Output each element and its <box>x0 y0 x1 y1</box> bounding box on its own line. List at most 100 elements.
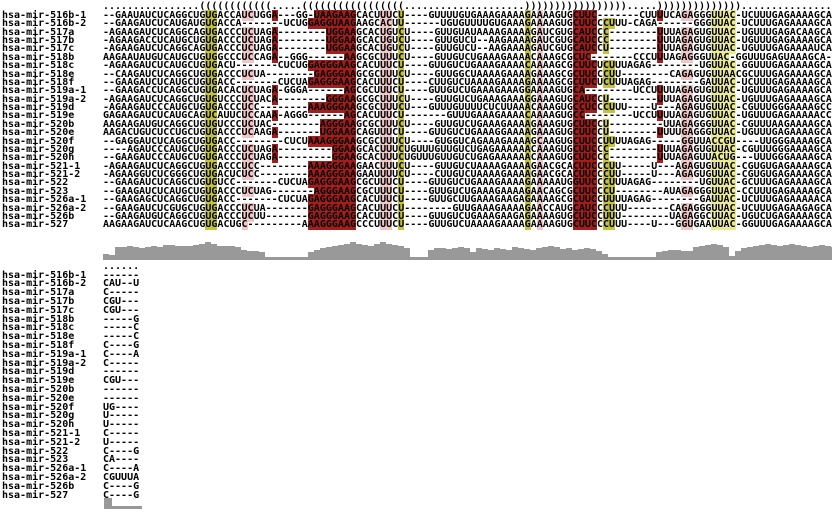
sequence-text[interactable]: CA---- <box>103 454 140 466</box>
sequence-text[interactable]: ------ <box>103 383 140 395</box>
sequence-label[interactable]: hsa-mir-519a-1 <box>2 85 87 97</box>
alignment-row[interactable]: hsa-mir-526b --GAAGAUGUCAGGCUGUGACCCUCUU-… <box>2 210 832 222</box>
alignment-row[interactable]: hsa-mir-526b C----G <box>2 480 139 492</box>
alignment-row[interactable]: hsa-mir-519e CGU--- <box>2 375 140 387</box>
sequence-label[interactable]: hsa-mir-516b-1 <box>2 10 87 21</box>
alignment-row[interactable]: hsa-mir-521-1 -AGAAGAUCUCAGGCUGUGACCCUCC-… <box>2 160 832 172</box>
sequence-text[interactable]: --GAAGAUCCCAUGCUGUGACCCUCUAGA---------GG… <box>103 152 832 164</box>
alignment-row[interactable]: hsa-mir-520e AAGACUGUCUCCUGCUGUGACCCUCAAG… <box>2 127 832 139</box>
alignment-row[interactable]: hsa-mir-523 --GAAGAUCUCAUGCUGUGACCCUCUAG-… <box>2 185 832 197</box>
sequence-text[interactable]: --GAAGACCUCAGGCUGUGACACUCUAGA-GGGA------… <box>103 85 832 97</box>
alignment-row[interactable]: hsa-mir-519a-1 --GAAGACCUCAGGCUGUGACACUCU… <box>2 85 832 97</box>
sequence-label[interactable]: hsa-mir-519a-1 <box>2 348 87 360</box>
sequence-text[interactable]: C----A <box>103 463 140 475</box>
alignment-row[interactable]: hsa-mir-521-2 -AGAAGGUCUCGGGCUGUGACUCUCC-… <box>2 169 832 181</box>
sequence-label[interactable]: hsa-mir-521-1 <box>2 160 81 172</box>
alignment-row[interactable]: hsa-mir-516b-2 CAU--U <box>2 278 140 290</box>
sequence-text[interactable]: AAGACUGUCUCCUGCUGUGACCCUCAAGA-------UGGA… <box>103 127 832 139</box>
alignment-row[interactable]: hsa-mir-517c CGU--- <box>2 304 139 316</box>
sequence-label[interactable]: hsa-mir-520b <box>2 118 75 130</box>
sequence-label[interactable]: hsa-mir-526a-2 <box>2 471 87 483</box>
alignment-row[interactable]: hsa-mir-518e --CAAGAUCUCAGGCUGUGACCCUCUA-… <box>2 68 832 80</box>
sequence-text[interactable]: C----- <box>103 357 140 369</box>
sequence-label[interactable]: hsa-mir-519d <box>2 366 75 378</box>
sequence-label[interactable]: hsa-mir-520e <box>2 127 75 139</box>
alignment-row[interactable]: hsa-mir-519d -AGAAGAUCCCAUGCUGUGACCCUCC--… <box>2 102 832 114</box>
sequence-label[interactable]: hsa-mir-518f <box>2 339 75 351</box>
alignment-row[interactable]: hsa-mir-519a-2 C----- <box>2 357 140 369</box>
alignment-row[interactable]: hsa-mir-520b ------ <box>2 383 140 395</box>
sequence-label[interactable]: hsa-mir-517c <box>2 304 75 316</box>
sequence-text[interactable]: C----- <box>103 427 140 439</box>
sequence-text[interactable]: AAGAAGAUGUCAGGCUGUGUCCCUCUAC--------AGGG… <box>103 118 832 130</box>
sequence-label[interactable]: hsa-mir-526b <box>2 480 75 492</box>
sequence-label[interactable]: hsa-mir-519d <box>2 102 75 114</box>
sequence-text[interactable]: -AGAAGAUCUCAUGCUGUGACU-------CUCUGGAGGGA… <box>103 60 832 72</box>
sequence-text[interactable]: --GAAGAUCUCAGGCUGUGUCC-------CUCUAGAGGGA… <box>103 177 832 189</box>
sequence-label[interactable]: hsa-mir-521-2 <box>2 436 81 448</box>
alignment-row[interactable]: hsa-mir-518f --GAAGAUCUCAUGCUGUGACC------… <box>2 76 832 88</box>
alignment-row[interactable]: hsa-mir-527 C----G <box>2 489 139 501</box>
alignment-row[interactable]: hsa-mir-520g U----- <box>2 410 140 422</box>
sequence-label[interactable]: hsa-mir-516b-2 <box>2 278 87 290</box>
sequence-text[interactable]: --GAAGAUCUCAUGCUGUGACC-------CUCUAGAGGGA… <box>103 76 832 88</box>
sequence-text[interactable]: CGU--- <box>103 375 140 387</box>
sequence-label[interactable]: hsa-mir-520e <box>2 392 75 404</box>
sequence-label[interactable]: hsa-mir-519e <box>2 375 75 387</box>
sequence-label[interactable]: hsa-mir-517c <box>2 43 75 55</box>
sequence-text[interactable]: -AGAAGAUCUCAGGCUGUGUCCCUCUACA--------GGG… <box>103 93 832 105</box>
alignment-row[interactable]: hsa-mir-518f C----G <box>2 339 139 351</box>
sequence-label[interactable]: hsa-mir-521-2 <box>2 169 81 181</box>
sequence-label[interactable]: hsa-mir-520b <box>2 383 75 395</box>
sequence-text[interactable]: ----AGAUCCCAUGCUGUGACCCUCUAGA---------GG… <box>103 143 832 155</box>
sequence-label[interactable]: hsa-mir-518c <box>2 60 75 72</box>
sequence-text[interactable]: C----- <box>103 287 140 299</box>
alignment-row[interactable]: hsa-mir-520b AAGAAGAUGUCAGGCUGUGUCCCUCUAC… <box>2 118 832 130</box>
alignment-row[interactable]: hsa-mir-520h U----- <box>2 419 140 431</box>
alignment-row[interactable]: hsa-mir-516b-2 --GAAGAUCUCAUGAUGUGACCA---… <box>2 18 832 30</box>
sequence-text[interactable]: --GAAGAUCUCAUGAUGUGACCA-------UCUGGAGGUA… <box>103 18 832 30</box>
sequence-text[interactable]: U----- <box>103 419 140 431</box>
sequence-text[interactable]: -----G <box>103 313 140 325</box>
sequence-text[interactable]: C----A <box>103 348 140 360</box>
alignment-row[interactable]: hsa-mir-527 AAGAAGAUCUCAAGCUGUGACUGC-----… <box>2 219 832 231</box>
alignment-row[interactable]: hsa-mir-518b AAGAAUAUGUCAUGCUGUGGCCCUCCAG… <box>2 51 832 63</box>
sequence-text[interactable]: U----- <box>103 436 140 448</box>
alignment-row[interactable]: hsa-mir-520e ------ <box>2 392 139 404</box>
sequence-label[interactable]: hsa-mir-519a-2 <box>2 357 87 369</box>
alignment-row[interactable]: hsa-mir-522 --GAAGAUCUCAGGCUGUGUCC-------… <box>2 177 832 189</box>
sequence-label[interactable]: hsa-mir-518c <box>2 322 75 334</box>
sequence-label[interactable]: hsa-mir-516b-1 <box>2 269 87 281</box>
alignment-row[interactable]: hsa-mir-519a-2 -AGAAGAUCUCAGGCUGUGUCCCUCU… <box>2 93 832 105</box>
sequence-label[interactable]: hsa-mir-520f <box>2 135 75 147</box>
sequence-label[interactable]: hsa-mir-527 <box>2 219 69 231</box>
sequence-label[interactable]: hsa-mir-523 <box>2 454 69 466</box>
sequence-label[interactable]: hsa-mir-517b <box>2 295 75 307</box>
sequence-label[interactable]: hsa-mir-520g <box>2 410 75 422</box>
alignment-row[interactable]: hsa-mir-520g ----AGAUCCCAUGCUGUGACCCUCUAG… <box>2 143 832 155</box>
sequence-label[interactable]: hsa-mir-526b <box>2 210 75 222</box>
alignment-row[interactable]: hsa-mir-517b -AGAAGACCUCAUGCUGUGACCCUCUAG… <box>2 35 832 47</box>
sequence-text[interactable]: U----- <box>103 410 140 422</box>
sequence-text[interactable]: ------ <box>103 269 140 281</box>
sequence-text[interactable]: -----C <box>103 322 140 334</box>
sequence-label[interactable]: hsa-mir-527 <box>2 489 69 501</box>
alignment-row[interactable]: hsa-mir-526a-2 CGUUUA <box>2 471 139 483</box>
sequence-text[interactable]: --CAAGAUCUCAGGCUGUGACCCUCUA--------GAGGG… <box>103 68 832 80</box>
sequence-label[interactable]: hsa-mir-520h <box>2 152 75 164</box>
sequence-label[interactable]: hsa-mir-519a-2 <box>2 93 87 105</box>
sequence-text[interactable]: -AGAAGAUCCCAUGCUGUGACCCUCC--------AAAGGG… <box>103 102 832 114</box>
sequence-text[interactable]: CGU--- <box>103 295 140 307</box>
alignment-row[interactable]: hsa-mir-521-2 U----- <box>2 436 140 448</box>
alignment-row[interactable]: hsa-mir-526a-1 --GAAGAGCUCAGGCUGUGACC----… <box>2 194 832 206</box>
sequence-text[interactable]: -AGAAGAUCUCAGGCAGUGACCCUCUAGA--------UGG… <box>103 26 832 38</box>
alignment-row[interactable]: hsa-mir-520f UG---- <box>2 402 139 412</box>
alignment-row[interactable]: hsa-mir-523 CA---- <box>2 454 140 466</box>
sequence-text[interactable]: --GAAGAUGUCAGGCUGUGACCCUCUU-------GAGGGA… <box>103 210 832 222</box>
alignment-row[interactable]: hsa-mir-519a-1 C----A <box>2 348 140 360</box>
sequence-text[interactable]: ------ <box>103 366 140 378</box>
sequence-label[interactable]: hsa-mir-516b-2 <box>2 18 87 30</box>
alignment-row[interactable]: hsa-mir-522 C----G <box>2 446 139 456</box>
sequence-text[interactable]: CAU--U <box>103 278 140 290</box>
sequence-label[interactable]: hsa-mir-518f <box>2 76 75 88</box>
